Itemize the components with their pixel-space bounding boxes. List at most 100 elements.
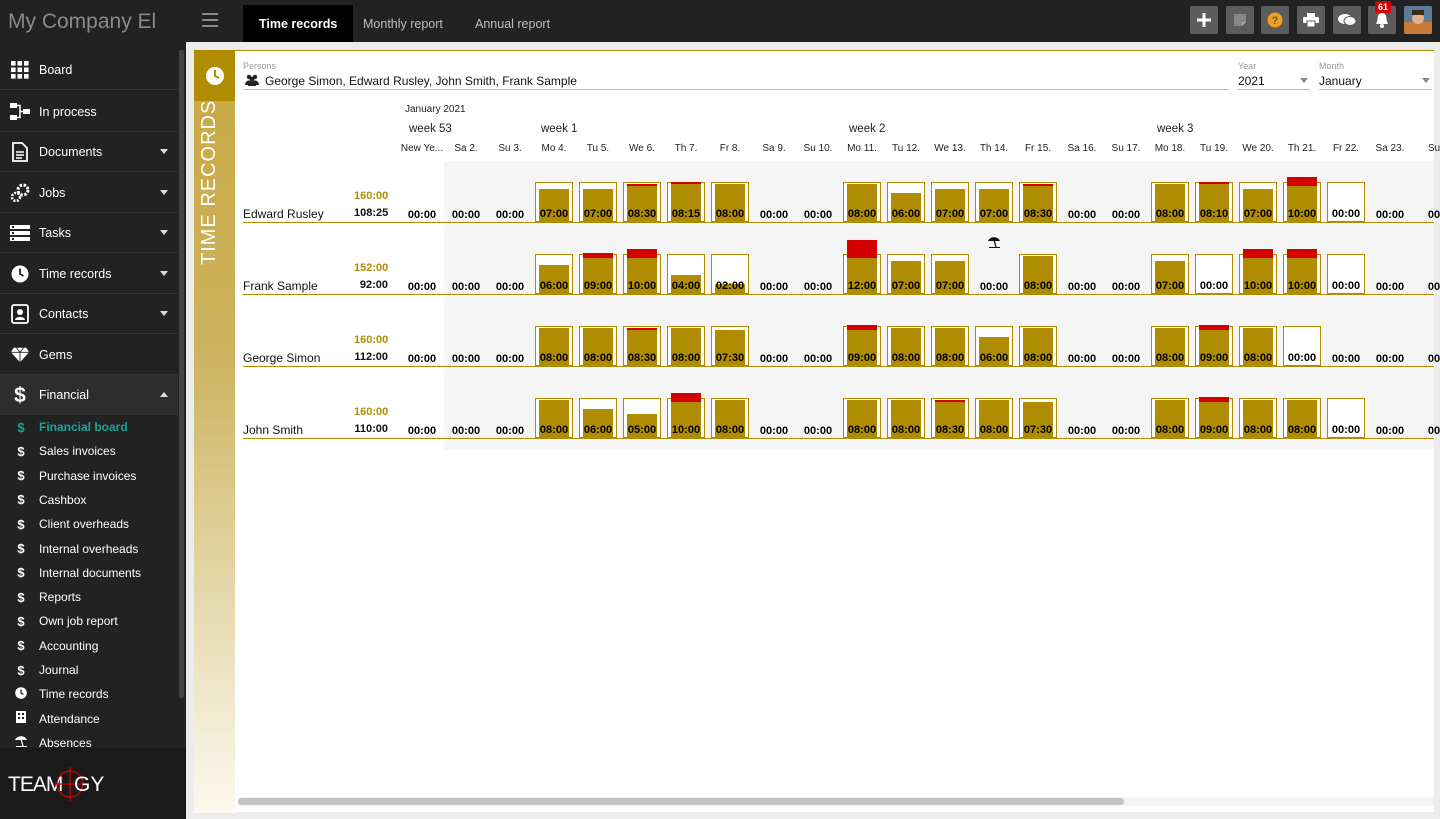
day-cell[interactable]: 00:00: [447, 398, 485, 438]
sidebar-item-tasks[interactable]: Tasks: [0, 213, 178, 253]
add-icon[interactable]: [1190, 6, 1218, 34]
day-cell[interactable]: 00:00: [1063, 398, 1101, 438]
day-cell[interactable]: 00:00: [799, 182, 837, 222]
day-cell[interactable]: 06:00: [975, 326, 1013, 366]
day-cell[interactable]: 08:00: [975, 398, 1013, 438]
tab-annual-report[interactable]: Annual report: [475, 16, 551, 31]
day-cell[interactable]: 00:00: [403, 182, 441, 222]
sidebar-item-gems[interactable]: Gems: [0, 335, 178, 375]
day-cell[interactable]: 08:00: [535, 326, 573, 366]
day-cell[interactable]: 08:00: [1239, 326, 1277, 366]
day-cell[interactable]: 08:00: [1019, 254, 1057, 294]
day-cell[interactable]: 00:00: [799, 326, 837, 366]
day-cell[interactable]: 00:00: [1327, 182, 1365, 222]
note-icon[interactable]: [1226, 6, 1254, 34]
day-cell[interactable]: 00:00: [1195, 254, 1233, 294]
day-cell[interactable]: 08:00: [1151, 182, 1189, 222]
day-cell[interactable]: 12:00: [843, 239, 881, 294]
day-cell[interactable]: 00:00: [1371, 254, 1409, 294]
day-cell[interactable]: 06:00: [579, 398, 617, 438]
day-cell[interactable]: 08:15: [667, 182, 705, 222]
day-cell[interactable]: 08:00: [1283, 398, 1321, 438]
day-cell[interactable]: 08:30: [623, 326, 661, 366]
day-cell[interactable]: 00:00: [755, 326, 793, 366]
day-cell[interactable]: 07:00: [887, 254, 925, 294]
sidebar-item-time-records[interactable]: Time records: [0, 254, 178, 294]
day-cell[interactable]: 00:00: [491, 254, 529, 294]
chat-icon[interactable]: [1333, 6, 1361, 34]
sidebar-subitem-financial-board[interactable]: $ Financial board: [0, 415, 178, 439]
day-cell[interactable]: 08:00: [843, 182, 881, 222]
day-cell[interactable]: 00:00: [1107, 398, 1145, 438]
day-cell[interactable]: 09:00: [1195, 397, 1233, 438]
person-name[interactable]: Frank Sample: [243, 279, 318, 293]
sidebar-item-documents[interactable]: Documents: [0, 132, 178, 172]
help-icon[interactable]: ?: [1261, 6, 1289, 34]
tab-monthly-report[interactable]: Monthly report: [363, 16, 443, 31]
day-cell[interactable]: 00:00: [491, 398, 529, 438]
day-cell[interactable]: 08:00: [1239, 398, 1277, 438]
day-cell[interactable]: 00:00: [447, 254, 485, 294]
sidebar-subitem-cashbox[interactable]: $ Cashbox: [0, 488, 178, 512]
sidebar-subitem-internal-overheads[interactable]: $ Internal overheads: [0, 537, 178, 561]
day-cell[interactable]: 00:00: [1107, 254, 1145, 294]
day-cell[interactable]: 08:00: [711, 182, 749, 222]
day-cell[interactable]: 10:00: [1239, 248, 1277, 294]
day-cell[interactable]: 08:00: [535, 398, 573, 438]
day-cell[interactable]: 00:00: [975, 254, 1013, 294]
day-cell[interactable]: 00:00: [447, 326, 485, 366]
person-name[interactable]: George Simon: [243, 351, 321, 365]
sidebar-subitem-absences[interactable]: Absences: [0, 731, 178, 755]
day-cell[interactable]: 08:00: [887, 398, 925, 438]
day-cell[interactable]: 08:00: [667, 326, 705, 366]
day-cell[interactable]: 09:00: [1195, 325, 1233, 366]
day-cell[interactable]: 08:30: [623, 182, 661, 222]
day-cell[interactable]: 07:00: [535, 182, 573, 222]
day-cell[interactable]: 10:00: [623, 248, 661, 294]
sidebar-item-contacts[interactable]: Contacts: [0, 294, 178, 334]
day-cell[interactable]: 07:00: [931, 182, 969, 222]
day-cell[interactable]: 00:00: [1107, 182, 1145, 222]
day-cell[interactable]: 08:00: [711, 398, 749, 438]
day-cell[interactable]: 00: [1415, 254, 1440, 294]
month-select[interactable]: January: [1319, 72, 1432, 90]
day-cell[interactable]: 02:00: [711, 254, 749, 294]
day-cell[interactable]: 07:00: [975, 182, 1013, 222]
day-cell[interactable]: 00:00: [491, 326, 529, 366]
day-cell[interactable]: 07:00: [1239, 182, 1277, 222]
print-icon[interactable]: [1297, 6, 1325, 34]
sidebar-subitem-attendance[interactable]: Attendance: [0, 707, 178, 731]
hamburger-menu-icon[interactable]: [202, 13, 218, 27]
day-cell[interactable]: 10:00: [667, 392, 705, 438]
sidebar-item-financial[interactable]: $ Financial: [0, 375, 178, 415]
day-cell[interactable]: 00:00: [1327, 326, 1365, 366]
day-cell[interactable]: 00:00: [447, 182, 485, 222]
day-cell[interactable]: 08:00: [931, 326, 969, 366]
day-cell[interactable]: 00:00: [1063, 254, 1101, 294]
day-cell[interactable]: 08:00: [843, 398, 881, 438]
user-avatar[interactable]: [1404, 6, 1432, 34]
day-cell[interactable]: 08:00: [579, 326, 617, 366]
day-cell[interactable]: 04:00: [667, 254, 705, 294]
day-cell[interactable]: 06:00: [535, 254, 573, 294]
day-cell[interactable]: 00:00: [1371, 398, 1409, 438]
day-cell[interactable]: 08:00: [1151, 398, 1189, 438]
persons-field[interactable]: George Simon, Edward Rusley, John Smith,…: [243, 72, 1229, 90]
day-cell[interactable]: 00: [1415, 326, 1440, 366]
day-cell[interactable]: 00:00: [1283, 326, 1321, 366]
day-cell[interactable]: 08:00: [1151, 326, 1189, 366]
sidebar-item-jobs[interactable]: Jobs: [0, 173, 178, 213]
company-title[interactable]: My Company El: [8, 10, 157, 33]
day-cell[interactable]: 00:00: [1107, 326, 1145, 366]
day-cell[interactable]: 00:00: [1063, 182, 1101, 222]
day-cell[interactable]: 00:00: [799, 254, 837, 294]
day-cell[interactable]: 10:00: [1283, 176, 1321, 222]
day-cell[interactable]: 00:00: [755, 398, 793, 438]
day-cell[interactable]: 00:00: [1063, 326, 1101, 366]
sidebar-subitem-journal[interactable]: $ Journal: [0, 658, 178, 682]
sidebar-item-board[interactable]: Board: [0, 50, 178, 90]
day-cell[interactable]: 00: [1415, 182, 1440, 222]
day-cell[interactable]: 06:00: [887, 182, 925, 222]
day-cell[interactable]: 09:00: [843, 325, 881, 366]
horizontal-scrollbar[interactable]: [238, 797, 1434, 806]
